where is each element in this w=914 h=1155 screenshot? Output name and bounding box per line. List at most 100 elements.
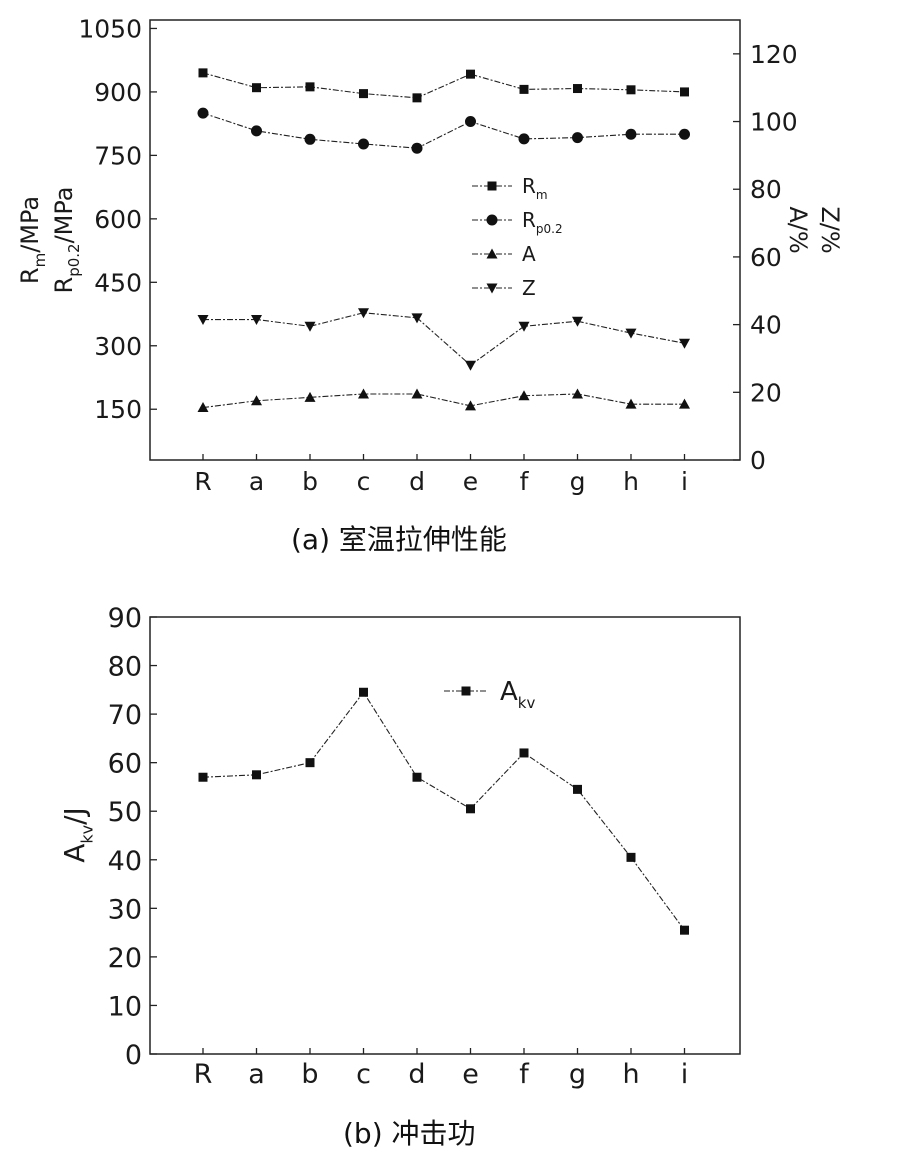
chart-a-series-line [202,112,685,149]
chart-a-right-tick-label: 60 [750,243,782,272]
chart-a-series-line [202,393,685,409]
chart-b-left-tick-label: 90 [108,603,142,634]
chart-a-data-point [625,398,637,409]
chart-a-data-point [197,107,209,119]
chart-a-data-point [519,84,529,94]
chart-a-data-point [518,133,530,145]
chart-a-data-point [305,82,315,92]
chart-a-data-point [359,89,368,99]
chart-a-x-tick-label: d [409,467,425,496]
chart-a-legend-label: Rm [522,174,548,202]
chart-b-x-tick-label: g [569,1059,586,1090]
chart-a-left-tick-label: 600 [94,205,142,234]
chart-b-x-tick-label: b [301,1059,318,1090]
chart-a-data-point [304,391,316,402]
chart-a-left-tick-label: 750 [94,141,142,170]
chart-b-left-tick-label: 70 [108,700,142,731]
chart-a-data-point [466,69,475,79]
chart-a: 150 300 450 600 750 900 1050 0 20 40 60 80 100 120 R a b… [16,14,844,496]
chart-a-left-tick-label: 300 [94,332,142,361]
chart-b-x-tick-label: c [356,1059,371,1090]
chart-b-data-point [680,925,689,935]
chart-a-data-point [465,400,476,411]
chart-a-data-point [518,390,530,401]
chart-a-x-tick-label: h [623,467,639,496]
chart-a-left-axis-label-line: Rm/MPa [16,196,49,284]
chart-a-data-point [679,338,690,349]
chart-b-data-point [466,804,475,814]
chart-b-left-tick-label: 20 [108,943,142,974]
chart-b-left-tick-label: 30 [108,894,142,925]
chart-b-legend-label: Akv [500,677,535,712]
chart-a-right-axis-label: A/% Z/% [784,206,844,253]
chart-a-legend-label: Rp0.2 [522,208,563,236]
chart-b-data-point [198,772,208,782]
chart-b-left-axis-label-line: Akv/J [58,807,96,863]
chart-b-plot-frame [149,616,741,1055]
chart-b-left-tick-label: 40 [108,846,142,877]
chart-b-x-tick-label: h [622,1059,639,1090]
chart-a-data-point [197,402,209,413]
chart-b-caption: (b) 冲击功 [343,1117,476,1150]
chart-b-data-point [626,852,636,862]
chart-b-left-tick-label: 0 [125,1040,142,1071]
chart-a-legend-marker [486,248,498,259]
chart-b-left-axis-label: Akv/J [58,807,96,863]
chart-b-left-tick-label: 60 [108,749,142,780]
chart-a-x-tick-label: g [570,467,586,496]
chart-a-data-point [518,321,530,332]
chart-a-right-tick-label: 40 [750,311,782,340]
chart-a-data-point [411,313,423,324]
chart-a-legend-marker [486,214,498,226]
chart-a-data-point [358,308,369,319]
chart-a-left-tick-label: 150 [94,395,142,424]
chart-a-right-tick-label: 0 [750,446,766,475]
chart-a-legend: Rm Rp0.2 AZ [472,174,563,300]
chart-a-data-point [679,128,690,140]
chart-a-data-point [251,395,262,406]
chart-a-data-point [358,138,369,150]
chart-b-data-point [359,687,368,697]
chart-b-x-tick-label: f [519,1059,530,1090]
chart-b-data-point [573,784,582,794]
chart-a-caption: (a) 室温拉伸性能 [291,523,507,556]
chart-a-right-axis-label-line: A/% [784,206,812,253]
chart-b-data-point [412,772,422,782]
chart-a-data-point [573,84,582,94]
chart-a-data-point [572,388,583,399]
chart-a-data-point [625,328,637,339]
chart-a-data-point [198,68,208,78]
chart-a-data-point [411,142,423,154]
chart-b-x-tick-label: d [408,1059,425,1090]
chart-a-right-tick-label: 120 [750,40,798,69]
chart-b-data-point [305,758,315,768]
chart-a-x-tick-label: b [302,467,318,496]
chart-a-x-tick-label: e [463,467,478,496]
chart-b-x-tick-label: a [248,1059,265,1090]
chart-b-left-tick-label: 50 [108,797,142,828]
chart-a-data-point [251,125,262,137]
chart-a-data-point [572,132,583,144]
chart-a-x-tick-label: c [357,467,371,496]
chart-b-series-line [202,691,685,931]
chart-a-left-tick-label: 450 [94,268,142,297]
chart-a-left-tick-label: 900 [94,78,142,107]
chart-a-data-point [465,116,476,128]
chart-b-data-point [519,748,529,758]
chart-a-legend-label: A [522,242,536,266]
chart-b-left-tick-label: 10 [108,991,142,1022]
chart-a-data-point [679,398,690,409]
chart-a-data-point [572,316,583,327]
chart-b-x-tick-label: e [462,1059,479,1090]
chart-a-right-tick-label: 80 [750,175,782,204]
chart-a-data-point [411,388,423,399]
chart-b-data-point [252,770,261,780]
chart-a-x-tick-label: a [249,467,264,496]
chart-a-data-point [304,321,316,332]
chart-b: 0 10 20 30 40 50 60 70 80 90 R a b c d e f g h i Akv/J Akv [58,603,741,1090]
chart-a-right-tick-label: 100 [750,108,798,137]
chart-a-right-axis-label-line: Z/% [816,206,844,253]
chart-a-data-point [680,87,689,97]
chart-a-legend-marker [486,283,498,294]
